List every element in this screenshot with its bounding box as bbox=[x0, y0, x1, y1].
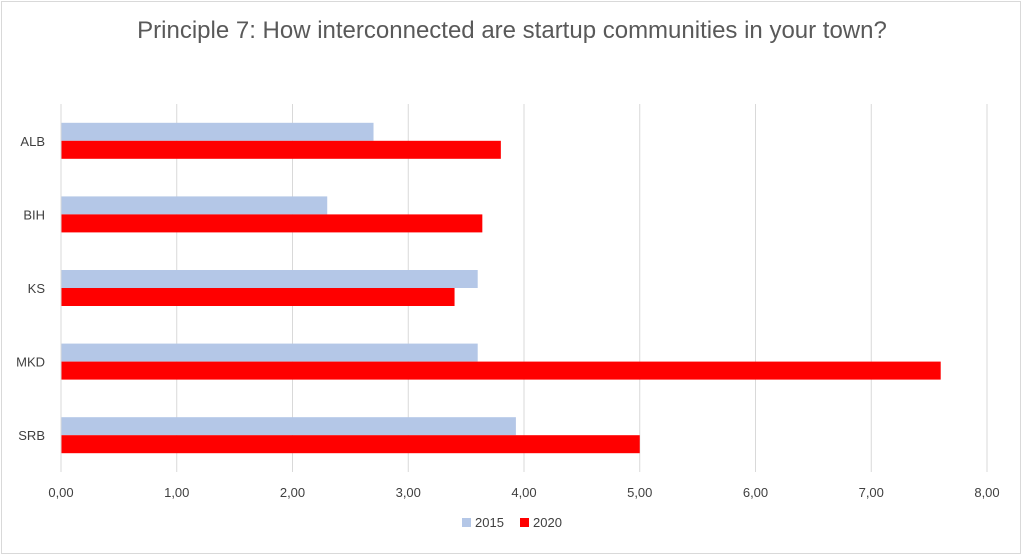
y-tick-label: MKD bbox=[16, 355, 45, 370]
bar-2020-KS bbox=[61, 288, 455, 306]
y-tick-label: KS bbox=[28, 281, 46, 296]
legend-label-2015: 2015 bbox=[475, 515, 504, 530]
y-tick-label: BIH bbox=[23, 207, 45, 222]
legend-swatch-2020 bbox=[520, 518, 529, 527]
x-tick-label: 5,00 bbox=[627, 485, 652, 500]
legend-label-2020: 2020 bbox=[533, 515, 562, 530]
chart-title: Principle 7: How interconnected are star… bbox=[137, 17, 887, 44]
bar-2020-ALB bbox=[61, 140, 501, 159]
bar-2015-BIH bbox=[61, 196, 328, 215]
bar-2015-SRB bbox=[61, 417, 516, 436]
x-tick-label: 6,00 bbox=[743, 485, 768, 500]
x-tick-label: 1,00 bbox=[164, 485, 189, 500]
x-tick-label: 2,00 bbox=[280, 485, 305, 500]
x-tick-label: 7,00 bbox=[859, 485, 884, 500]
bar-2015-ALB bbox=[61, 122, 374, 141]
bar-2015-MKD bbox=[61, 343, 478, 362]
bar-2020-SRB bbox=[61, 435, 640, 454]
x-tick-label: 8,00 bbox=[974, 485, 999, 500]
bar-2020-BIH bbox=[61, 214, 483, 233]
x-tick-label: 4,00 bbox=[511, 485, 536, 500]
y-tick-label: SRB bbox=[18, 428, 45, 443]
x-tick-label: 3,00 bbox=[396, 485, 421, 500]
y-tick-label: ALB bbox=[20, 134, 45, 149]
legend-swatch-2015 bbox=[462, 518, 471, 527]
x-tick-label: 0,00 bbox=[48, 485, 73, 500]
bar-2015-KS bbox=[61, 270, 478, 288]
bar-2020-MKD bbox=[61, 361, 941, 380]
